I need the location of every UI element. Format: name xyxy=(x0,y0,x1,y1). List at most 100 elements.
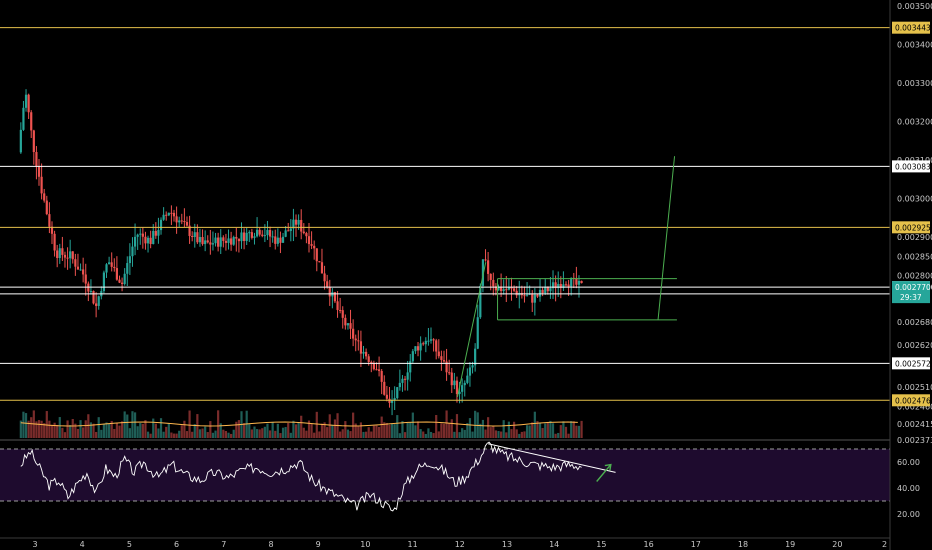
candle-body xyxy=(375,369,378,371)
volume-bar xyxy=(191,431,194,438)
volume-bar xyxy=(510,429,513,438)
volume-bar xyxy=(74,423,77,438)
volume-bar xyxy=(180,425,183,438)
rsi-breakout-arrow[interactable] xyxy=(596,464,612,482)
price-tick-label: 0.0033000 xyxy=(897,79,932,88)
time-tick-label: 6 xyxy=(174,540,179,549)
candle-body xyxy=(531,293,534,303)
candle-body xyxy=(463,382,466,386)
time-tick-label: 10 xyxy=(360,540,370,549)
time-tick-label: 4 xyxy=(80,540,85,549)
volume-bar xyxy=(492,426,495,438)
volume-bar xyxy=(118,425,121,438)
candle-body xyxy=(377,369,381,371)
candle-body xyxy=(318,261,321,263)
candle-body xyxy=(427,340,430,342)
volume-bar xyxy=(432,433,435,438)
volume-bar xyxy=(354,423,357,438)
candle-body xyxy=(494,286,498,291)
candle-body xyxy=(227,238,230,243)
candle-body xyxy=(409,361,412,373)
drawing-layer[interactable] xyxy=(0,27,890,482)
candle-body xyxy=(398,382,401,388)
candle-body xyxy=(188,225,191,236)
volume-bar xyxy=(352,412,355,438)
candle-body xyxy=(300,219,303,232)
candle-body xyxy=(92,290,95,304)
volume-bar xyxy=(393,424,396,438)
candle-body xyxy=(136,234,139,237)
volume-bar xyxy=(328,414,331,438)
candle-body xyxy=(141,233,144,237)
volume-bar xyxy=(157,428,160,438)
volume-bar xyxy=(159,418,163,438)
volume-bar xyxy=(178,430,181,438)
price-tick-label: 0.0029000 xyxy=(897,233,932,242)
candle-body xyxy=(359,341,363,354)
volume-bar xyxy=(61,427,64,438)
volume-bar xyxy=(24,413,28,438)
flagpole-line[interactable] xyxy=(456,261,487,397)
price-axis[interactable]: 0.0035000 0.0034000 0.0033000 0.0032000 0.00… xyxy=(889,0,932,550)
candle-body xyxy=(383,381,386,395)
candle-body xyxy=(559,283,562,288)
volume-bar xyxy=(461,428,464,438)
time-tick-label: 7 xyxy=(221,540,226,549)
volume-bar xyxy=(549,420,552,438)
time-tick-label: 2 xyxy=(882,540,887,549)
rsi-pane[interactable] xyxy=(0,439,890,512)
candle-body xyxy=(206,240,209,243)
candle-body xyxy=(45,200,48,215)
volume-bar xyxy=(305,430,308,438)
candle-body xyxy=(354,338,357,341)
volume-bar xyxy=(580,420,583,438)
volume-bar xyxy=(427,428,430,438)
candle-body xyxy=(541,289,544,294)
volume-bar xyxy=(341,429,344,438)
volume-bar xyxy=(248,424,251,438)
price-tick-label: 0.0034000 xyxy=(897,41,932,50)
candle-body xyxy=(315,248,318,262)
candle-body xyxy=(237,238,241,242)
projection-line[interactable] xyxy=(657,156,676,320)
candle-body xyxy=(76,266,80,270)
volume-bar xyxy=(313,432,316,438)
time-tick-label: 12 xyxy=(455,540,465,549)
volume-bar xyxy=(471,431,474,438)
volume-bar xyxy=(43,423,46,438)
candle-body xyxy=(89,290,93,292)
candle-body xyxy=(492,279,495,287)
time-tick-label: 5 xyxy=(127,540,132,549)
volume-bar xyxy=(481,419,485,438)
time-tick-label: 13 xyxy=(502,540,512,549)
level-price-label: 0.0024761 xyxy=(895,396,932,405)
volume-bar xyxy=(214,430,217,438)
candle-body xyxy=(557,283,560,289)
volume-bar xyxy=(133,412,137,438)
volume-bar xyxy=(242,423,246,438)
candle-body xyxy=(118,279,121,283)
candle-body xyxy=(461,385,464,392)
rsi-band-background xyxy=(0,449,890,501)
volume-bar xyxy=(167,423,170,438)
volume-bar xyxy=(289,432,292,438)
candle-body xyxy=(196,232,199,243)
volume-bar xyxy=(409,422,412,438)
volume-bar xyxy=(401,421,404,438)
candle-body xyxy=(95,303,98,306)
candle-body xyxy=(546,286,549,292)
time-axis[interactable]: 3 4 5 6 7 8 9 10 11 12 13 14 15 16 17 18 19 20 2 xyxy=(0,537,890,549)
candle-body xyxy=(326,281,329,288)
volume-bar xyxy=(30,417,33,438)
rsi-trendline[interactable] xyxy=(488,443,616,473)
candle-body xyxy=(30,112,33,131)
volume-bar xyxy=(201,428,204,438)
candle-body xyxy=(113,266,116,269)
candle-body xyxy=(37,166,41,177)
candle-body xyxy=(224,240,228,243)
candle-body xyxy=(183,221,186,223)
candle-body xyxy=(287,230,290,232)
volume-bar xyxy=(450,419,453,438)
volume-bar xyxy=(390,423,394,438)
